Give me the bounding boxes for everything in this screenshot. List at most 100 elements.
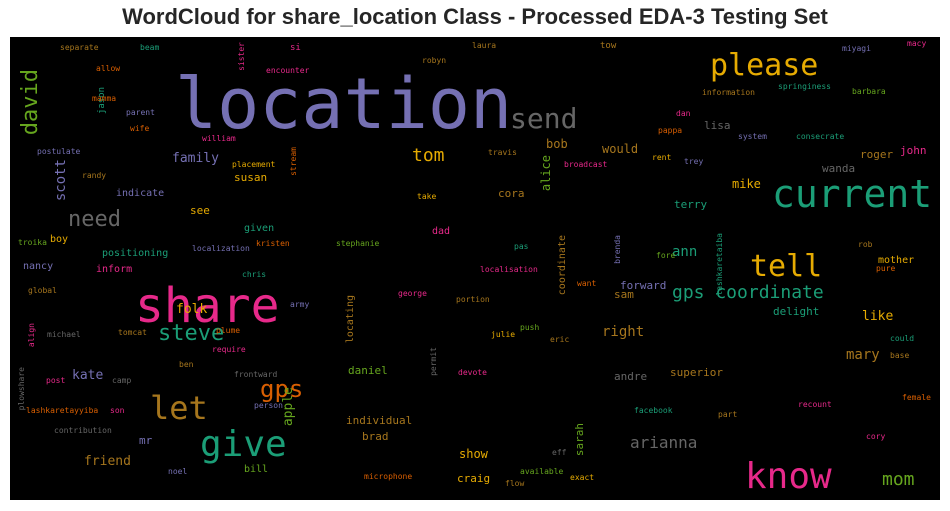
word-like: like [862, 309, 894, 324]
word-randy: randy [82, 171, 107, 180]
word-david: david [18, 69, 43, 136]
word-postulate: postulate [37, 147, 81, 156]
word-andre: andre [614, 370, 648, 383]
word-mom: mom [882, 469, 915, 490]
word-broadcast: broadcast [564, 160, 608, 169]
word-cory: cory [866, 432, 886, 441]
word-mr: mr [139, 434, 153, 447]
word-arianna: arianna [630, 433, 698, 452]
word-need: need [68, 207, 121, 232]
word-cora: cora [498, 187, 525, 200]
word-rob: rob [858, 240, 873, 249]
word-consecrate: consecrate [796, 132, 845, 141]
word-lisa: lisa [704, 119, 731, 132]
word-see: see [190, 204, 210, 217]
word-frontward: frontward [234, 370, 278, 379]
word-dad: dad [432, 226, 451, 237]
word-michael: michael [47, 330, 81, 339]
word-coordinate: coordinate [557, 235, 568, 296]
word-tom: tom [412, 145, 445, 166]
word-trey: trey [684, 157, 704, 166]
word-would: would [602, 142, 639, 156]
word-fore: fore [656, 251, 676, 260]
word-macy: macy [907, 39, 927, 48]
word-beam: beam [140, 43, 160, 52]
word-kate: kate [72, 368, 104, 383]
word-rent: rent [652, 153, 672, 162]
word-folk: folk [176, 302, 208, 317]
word-travis: travis [488, 148, 517, 157]
word-part: part [718, 410, 738, 419]
wordcloud-canvas: location share current know please give let tel… [10, 37, 940, 500]
word-permit: permit [429, 347, 438, 376]
word-location: location [175, 63, 513, 145]
word-positioning: positioning [102, 248, 169, 259]
word-tell: tell [750, 249, 823, 284]
word-give: give [200, 424, 287, 465]
word-base: base [890, 351, 910, 360]
word-indicate: indicate [116, 188, 165, 199]
word-craig: craig [457, 472, 491, 485]
word-brenda: brenda [613, 235, 622, 264]
word-push: push [520, 323, 540, 332]
word-nancy: nancy [23, 261, 54, 272]
word-female: female [902, 393, 931, 402]
word-facebook: facebook [634, 406, 673, 415]
word-know: know [745, 456, 832, 497]
word-individual: individual [346, 414, 413, 427]
word-delight: delight [773, 305, 820, 318]
word-global: global [28, 286, 57, 295]
word-exact: exact [570, 473, 595, 482]
word-ann: ann [672, 244, 698, 260]
word-contribution: contribution [54, 426, 112, 435]
word-ben: ben [179, 360, 194, 369]
word-si: si [290, 43, 301, 53]
word-plowshare: plowshare [17, 367, 26, 411]
word-available: available [520, 467, 564, 476]
word-portion: portion [456, 295, 490, 304]
word-susan: susan [234, 171, 268, 184]
word-lashkaretaiba: lashkaretaiba [715, 233, 724, 296]
word-mary: mary [846, 347, 880, 363]
word-gps: gps [260, 375, 304, 403]
word-kristen: kristen [256, 239, 290, 248]
word-miyagi: miyagi [842, 44, 871, 53]
word-sarah: sarah [573, 423, 586, 457]
word-current: current [772, 172, 933, 216]
word-julie: julie [491, 330, 516, 339]
word-devote: devote [458, 368, 487, 377]
word-tomcat: tomcat [118, 328, 147, 337]
word-steve: steve [158, 321, 225, 346]
word-wanda: wanda [822, 162, 856, 175]
word-allow: allow [96, 64, 121, 73]
word-require: require [212, 345, 246, 354]
word-pappa: pappa [658, 126, 683, 135]
word-encounter: encounter [266, 66, 310, 75]
word-system: system [738, 132, 767, 141]
word-chris: chris [242, 270, 267, 279]
word-align: align [27, 323, 36, 348]
word-share: share [135, 278, 280, 334]
word-information: information [702, 88, 755, 97]
word-stephanie: stephanie [336, 239, 380, 248]
word-mother: mother [878, 255, 915, 266]
word-sam: sam [614, 288, 634, 301]
word-pure: pure [876, 264, 896, 273]
word-localization: localization [192, 244, 250, 253]
word-show: show [459, 447, 488, 461]
word-person: person [254, 401, 283, 410]
word-eff: eff [552, 448, 567, 457]
word-right: right [602, 324, 645, 340]
word-plume: plume [216, 326, 241, 335]
word-given: given [244, 223, 275, 234]
word-gps-coordinate: gps coordinate [672, 282, 824, 303]
word-barbara: barbara [852, 87, 886, 96]
word-family: family [172, 151, 219, 166]
word-boy: boy [50, 234, 69, 245]
word-dan: dan [676, 109, 691, 118]
word-mamma: mamma [92, 94, 117, 103]
word-let: let [150, 389, 208, 427]
word-post: post [46, 376, 66, 385]
word-lashkaretayyiba: lashkaretayyiba [26, 406, 99, 415]
word-friend: friend [84, 454, 131, 469]
